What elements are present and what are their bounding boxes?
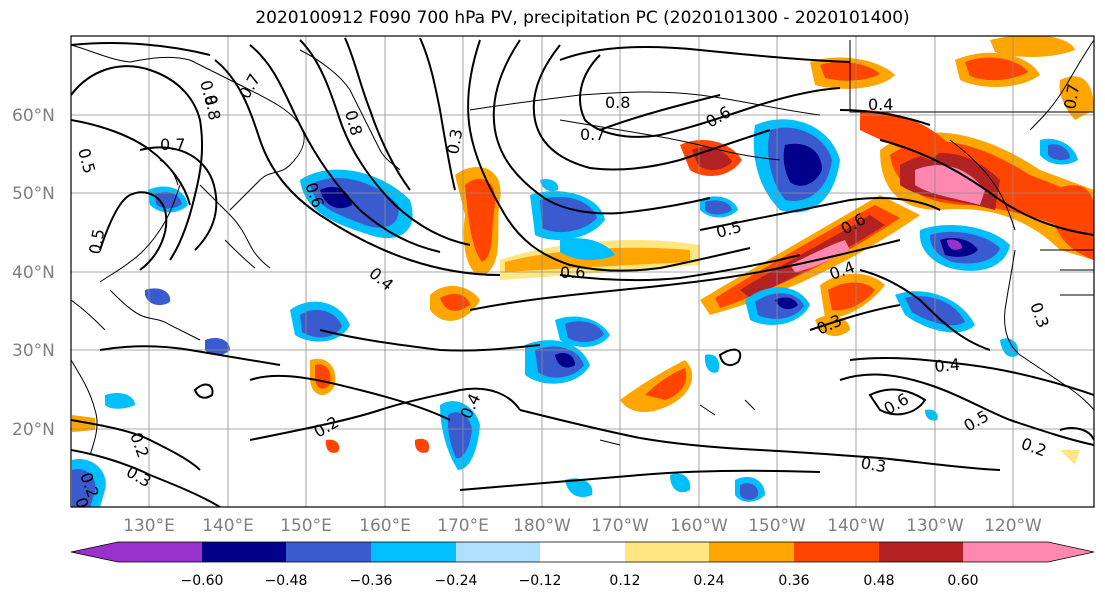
lat-label: 20°N [12, 420, 55, 440]
contour-label: 0.7 [160, 135, 185, 154]
lon-label: 160°E [359, 516, 411, 536]
contour-label: 0.5 [85, 227, 108, 255]
colorbar-tick: 0.36 [778, 573, 809, 589]
lon-label: 150°W [748, 516, 806, 536]
colorbar-segment [963, 542, 1094, 562]
longitude-labels: 130°E 140°E 150°E 160°E 170°E 180°W 170°… [123, 516, 1042, 536]
contour-label: 0.3 [859, 453, 887, 476]
lon-label: 120°W [984, 516, 1042, 536]
positive-precip-shading [72, 36, 1094, 465]
latitude-labels: 60°N 50°N 40°N 30°N 20°N [12, 106, 55, 440]
colorbar-tick: −0.12 [519, 573, 562, 589]
coastlines [71, 39, 1094, 456]
lat-label: 50°N [12, 184, 55, 204]
contour-label: 0.4 [868, 95, 893, 114]
contour-label: 0.3 [443, 127, 466, 155]
lon-label: 130°E [123, 516, 175, 536]
map-frame [70, 35, 1095, 508]
lon-label: 160°W [670, 516, 728, 536]
colorbar-tick: −0.60 [181, 573, 224, 589]
pv-contours [71, 37, 1094, 507]
graticule [71, 36, 1094, 507]
lon-label: 140°E [202, 516, 254, 536]
contour-label: 0.6 [560, 263, 585, 282]
colorbar-tick: 0.24 [693, 573, 724, 589]
colorbar-tick: 0.60 [947, 573, 978, 589]
colorbar-segment [456, 542, 540, 562]
colorbar-segment [625, 542, 709, 562]
colorbar-segment [540, 542, 625, 562]
contour-label: 0.8 [605, 93, 630, 112]
colorbar-tick: −0.24 [435, 573, 478, 589]
colorbar-segment [879, 542, 963, 562]
lon-label: 130°W [906, 516, 964, 536]
colorbar-outline [70, 541, 1095, 563]
map-title: 2020100912 F090 700 hPa PV, precipitatio… [255, 8, 910, 28]
lon-label: 140°W [827, 516, 885, 536]
negative-precip-shading [72, 119, 1078, 507]
colorbar [70, 541, 1095, 563]
lat-label: 60°N [12, 106, 55, 126]
contour-label: 0.8 [201, 93, 224, 121]
colorbar-tick: −0.36 [350, 573, 393, 589]
colorbar-segment [371, 542, 456, 562]
lon-label: 170°E [437, 516, 489, 536]
lon-label: 170°W [591, 516, 649, 536]
colorbar-segment [709, 542, 794, 562]
colorbar-tick: 0.48 [863, 573, 894, 589]
contour-label: 0.7 [580, 125, 605, 144]
colorbar-segment [286, 542, 371, 562]
colorbar-tick: 0.12 [609, 573, 640, 589]
colorbar-segment [794, 542, 879, 562]
lon-label: 180°W [513, 516, 571, 536]
contour-label: 0.4 [934, 355, 961, 376]
contour-label: 0.7 [1060, 82, 1083, 110]
colorbar-segment [202, 542, 286, 562]
lat-label: 40°N [12, 263, 55, 283]
colorbar-segment [71, 542, 202, 562]
colorbar-ticks: −0.60 −0.48 −0.36 −0.24 −0.12 0.12 0.24 … [181, 573, 979, 589]
lon-label: 150°E [280, 516, 332, 536]
lat-label: 30°N [12, 341, 55, 361]
colorbar-tick: −0.48 [265, 573, 308, 589]
